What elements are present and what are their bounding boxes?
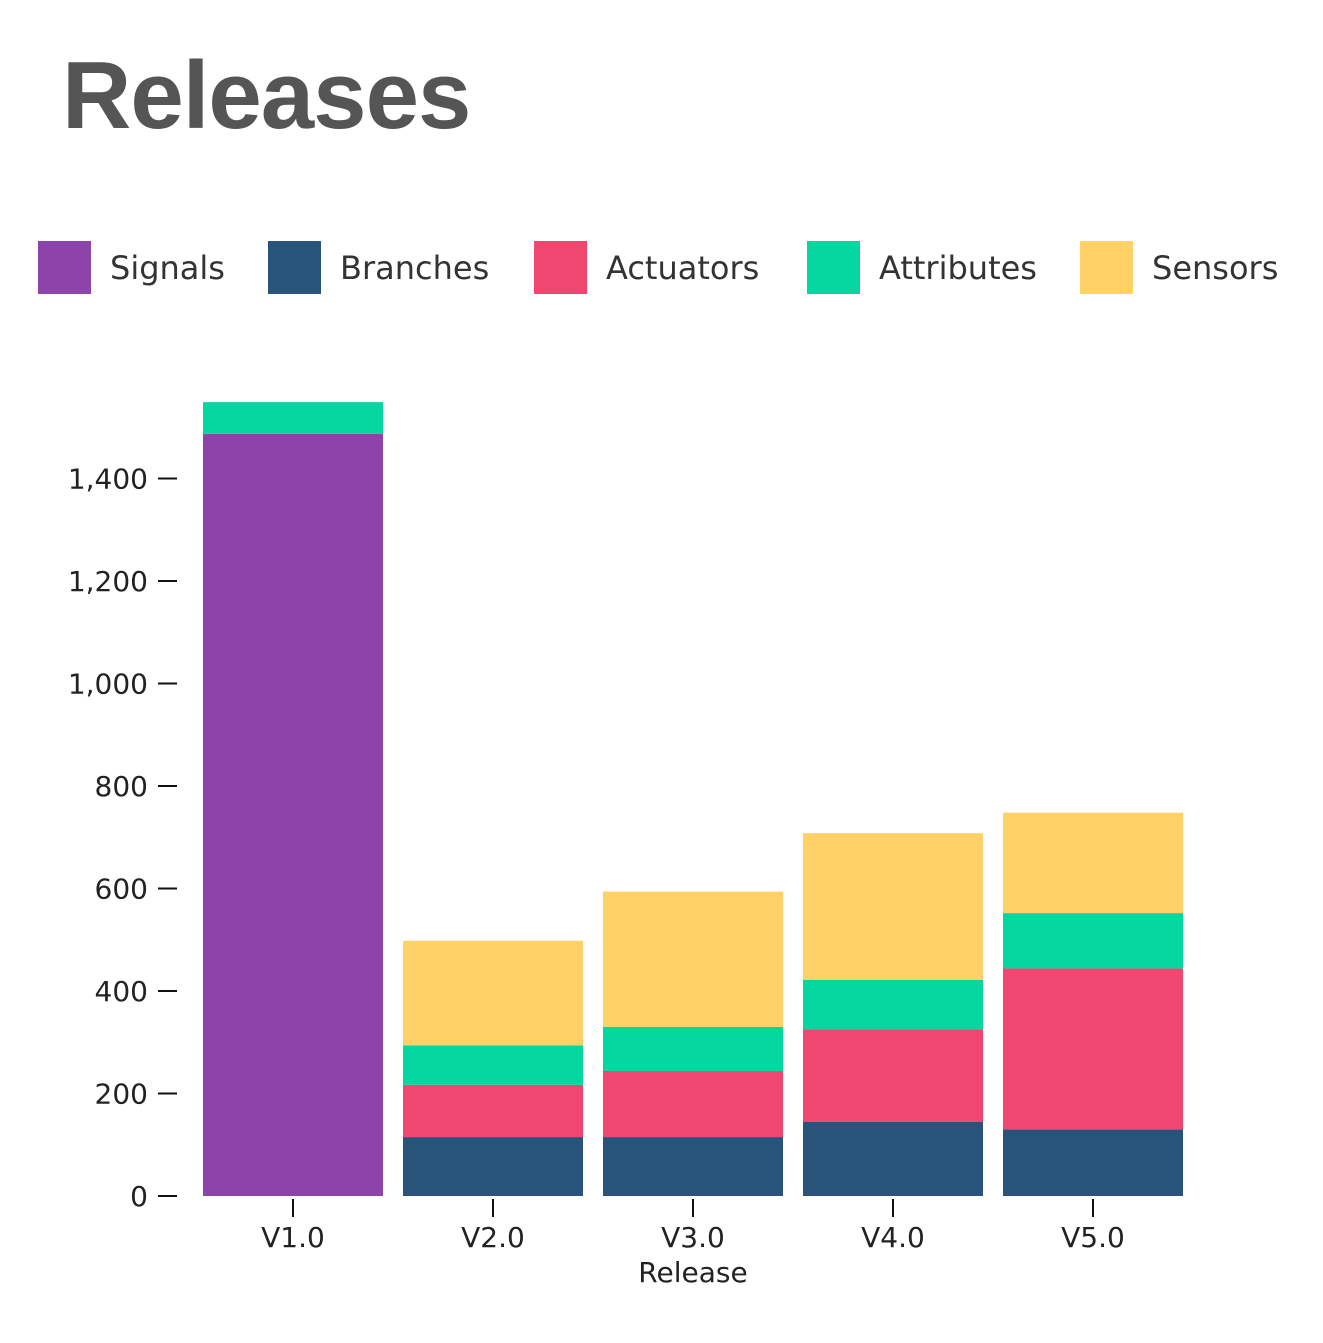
- legend-swatch-signals: [38, 241, 91, 294]
- bar-v1-0-attributes: [203, 402, 383, 434]
- y-tick-label: 800: [95, 770, 148, 803]
- y-axis: 0 200 400 600 800 1,000 1,200 1,400: [68, 463, 177, 1213]
- legend-label-sensors: Sensors: [1152, 249, 1278, 287]
- x-tick-label: V2.0: [461, 1221, 525, 1254]
- legend-label-signals: Signals: [110, 249, 225, 287]
- chart-title: Releases: [62, 42, 471, 149]
- bar-v2-0-branches: [403, 1137, 583, 1196]
- x-tick-label: V4.0: [861, 1221, 925, 1254]
- bar-v4-0-branches: [803, 1121, 983, 1196]
- bar-v5-0-sensors: [1003, 812, 1183, 914]
- bar-v4-0-sensors: [803, 833, 983, 980]
- legend-label-actuators: Actuators: [606, 249, 759, 287]
- y-tick-label: 200: [95, 1078, 148, 1111]
- bar-v5-0-branches: [1003, 1129, 1183, 1196]
- x-tick-label: V3.0: [661, 1221, 725, 1254]
- x-tick-label: V5.0: [1061, 1221, 1125, 1254]
- bar-v5-0-actuators: [1003, 968, 1183, 1130]
- bar-v3-0-attributes: [603, 1026, 783, 1071]
- x-axis-title: Release: [638, 1256, 747, 1289]
- legend-swatch-actuators: [534, 241, 587, 294]
- x-tick-label: V1.0: [261, 1221, 325, 1254]
- bar-v5-0-attributes: [1003, 913, 1183, 969]
- x-axis: V1.0 V2.0 V3.0 V4.0 V5.0: [261, 1199, 1125, 1254]
- bars: [203, 402, 1183, 1197]
- legend-swatch-branches: [268, 241, 321, 294]
- legend: Signals Branches Actuators Attributes Sensor…: [38, 241, 1278, 294]
- y-tick-label: 1,000: [68, 668, 148, 701]
- bar-v3-0-sensors: [603, 891, 783, 1027]
- legend-swatch-sensors: [1080, 241, 1133, 294]
- legend-swatch-attributes: [807, 241, 860, 294]
- bar-v4-0-actuators: [803, 1029, 983, 1122]
- bar-v4-0-attributes: [803, 979, 983, 1030]
- legend-label-attributes: Attributes: [879, 249, 1037, 287]
- y-tick-label: 400: [95, 975, 148, 1008]
- y-tick-label: 0: [130, 1180, 148, 1213]
- bar-v2-0-sensors: [403, 940, 583, 1046]
- y-tick-label: 1,200: [68, 565, 148, 598]
- bar-v1-0-signals: [203, 433, 383, 1197]
- bar-v2-0-actuators: [403, 1084, 583, 1138]
- y-tick-label: 1,400: [68, 463, 148, 496]
- y-tick-label: 600: [95, 873, 148, 906]
- bar-v3-0-branches: [603, 1137, 783, 1196]
- legend-label-branches: Branches: [340, 249, 489, 287]
- bar-v3-0-actuators: [603, 1070, 783, 1138]
- bar-v2-0-attributes: [403, 1045, 583, 1085]
